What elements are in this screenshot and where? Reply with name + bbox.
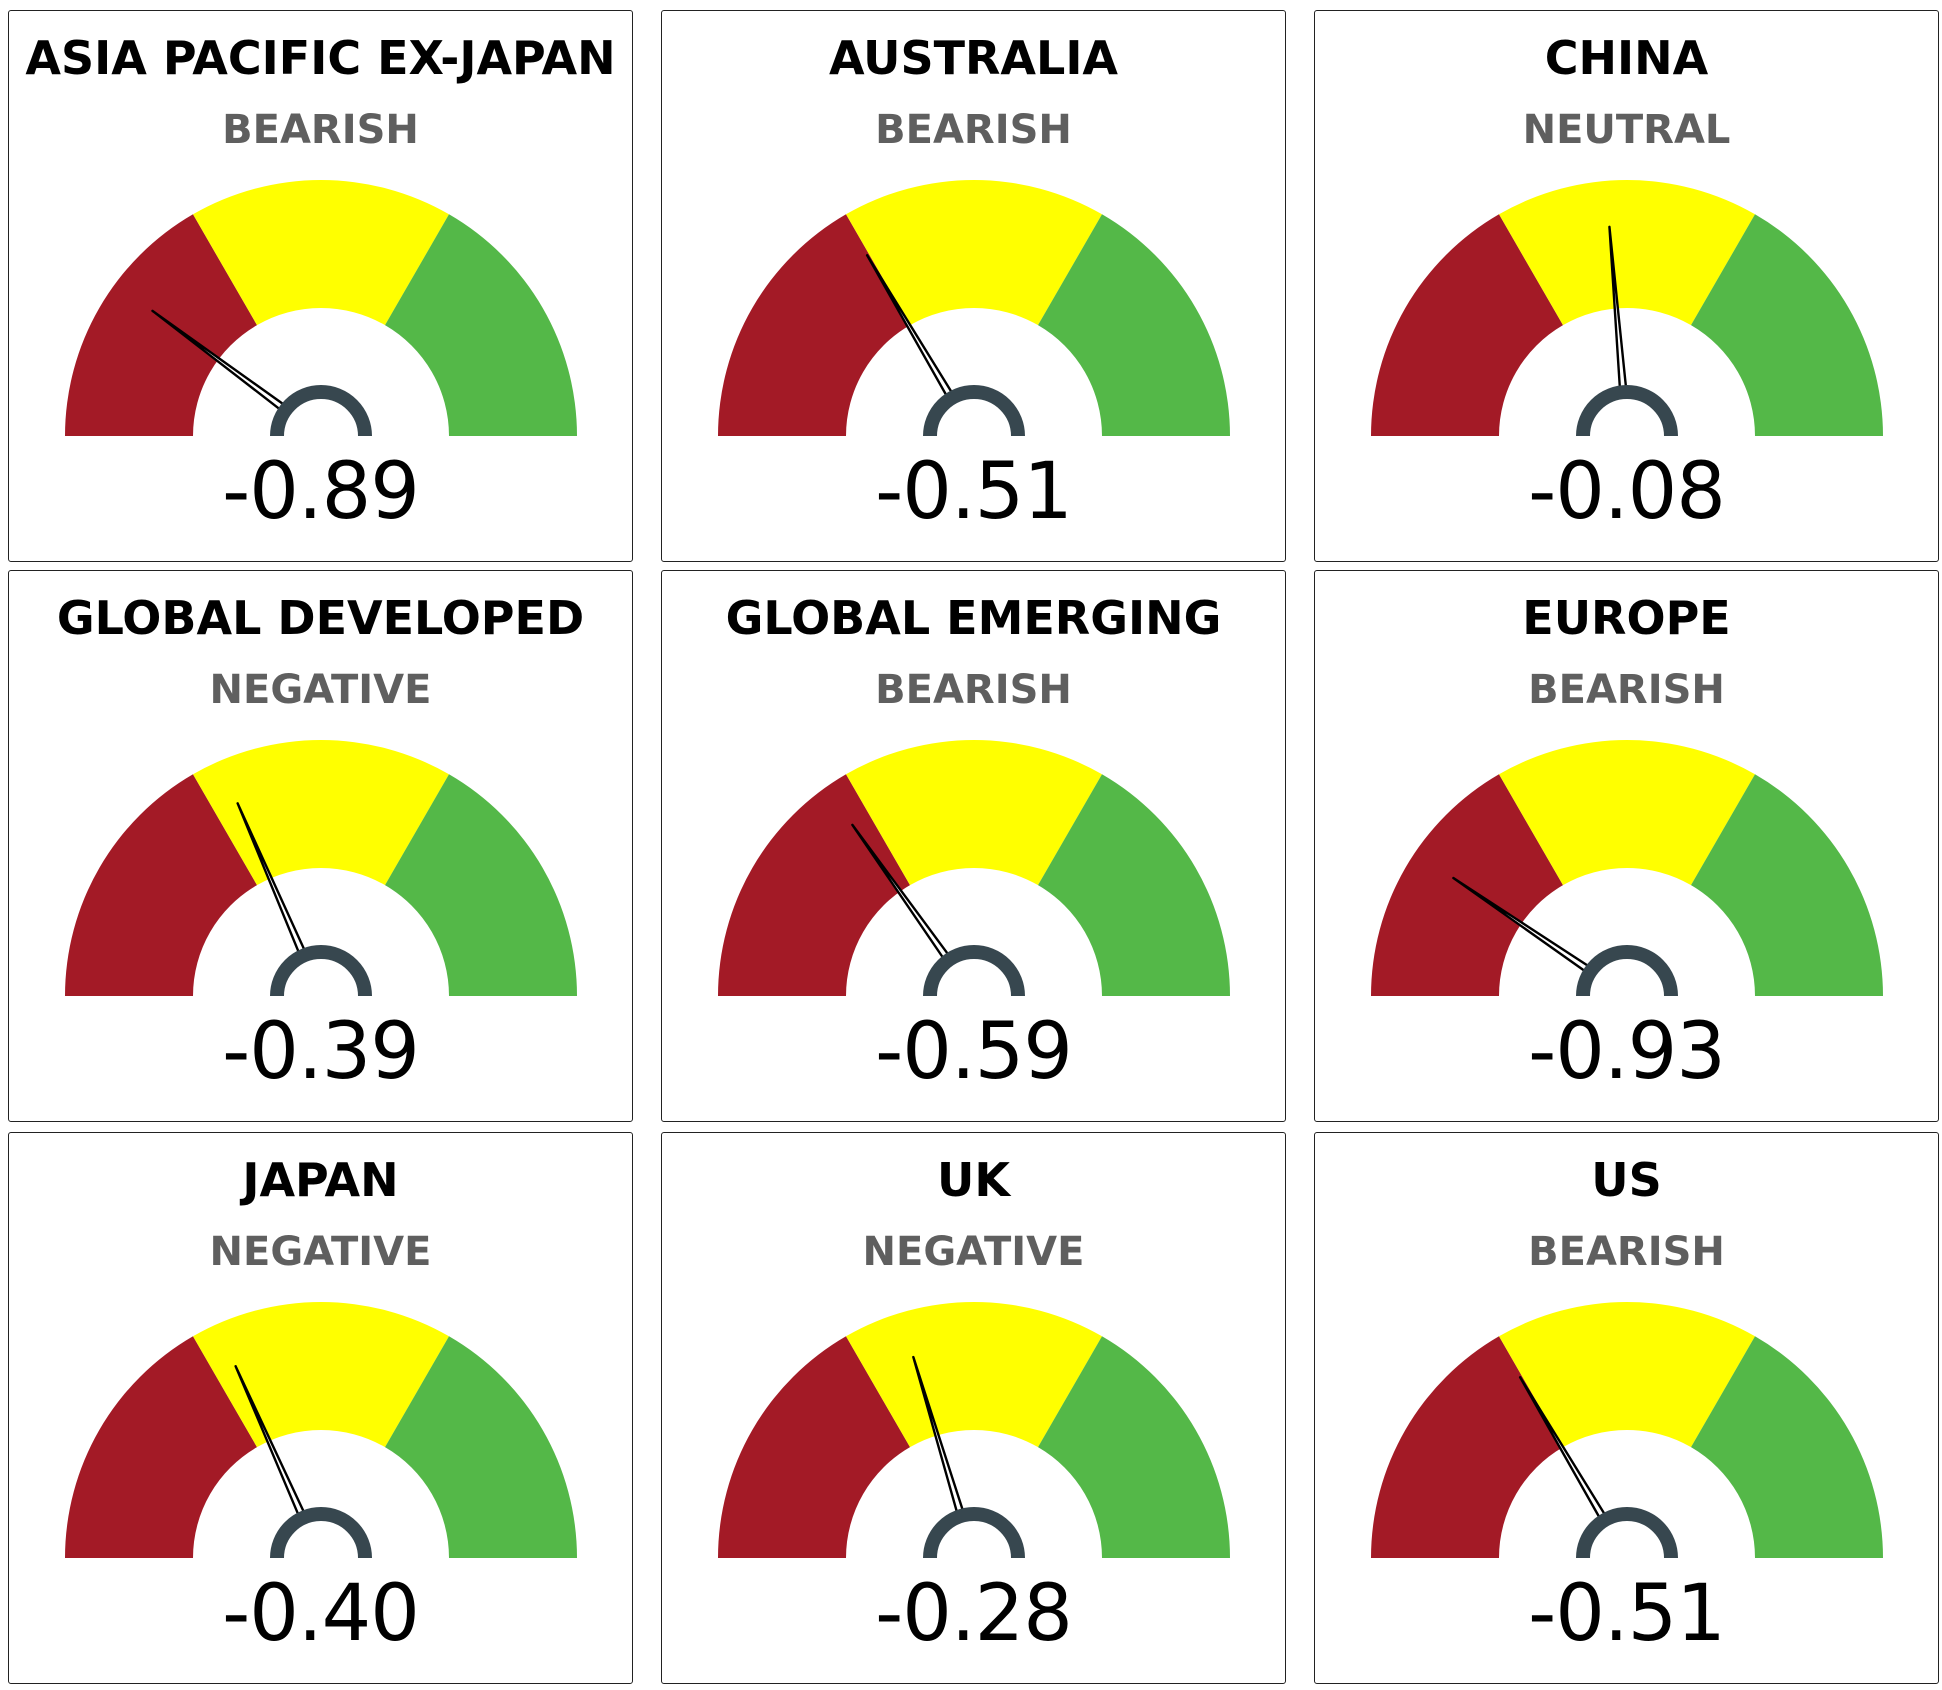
gauge-panel-uk: UK NEGATIVE -0.28: [661, 1132, 1286, 1684]
gauge-band-neutral: [1499, 179, 1755, 326]
gauge-panel-europe: EUROPE BEARISH -0.93: [1314, 570, 1939, 1122]
gauge-band-bearish: [65, 214, 257, 436]
gauge-band-neutral: [846, 1302, 1102, 1448]
gauge-dial: [65, 179, 577, 437]
gauge-panel-asia-pacific-ex-japan: ASIA PACIFIC EX-JAPAN BEARISH -0.89: [8, 10, 633, 562]
gauge-band-bearish: [65, 1336, 257, 1558]
gauge-band-bullish: [385, 214, 577, 436]
gauge-panel-china: CHINA NEUTRAL -0.08: [1314, 10, 1939, 562]
gauge-dial: [1371, 179, 1883, 437]
region-title: EUROPE: [1522, 591, 1731, 645]
gauge-band-bullish: [1038, 1336, 1230, 1558]
gauge-panel-global-developed: GLOBAL DEVELOPED NEGATIVE -0.39: [8, 570, 633, 1122]
region-title: JAPAN: [242, 1153, 399, 1207]
gauge-dial: [65, 1302, 577, 1559]
gauge-hub: [923, 385, 1025, 437]
gauge-hub: [923, 945, 1025, 997]
gauge-dial: [718, 179, 1230, 437]
gauge-band-bullish: [385, 1336, 577, 1558]
region-title: GLOBAL EMERGING: [725, 591, 1222, 645]
gauge-hub: [1576, 385, 1678, 437]
score-value: -0.93: [1528, 1007, 1726, 1097]
gauge-band-neutral: [1499, 740, 1755, 886]
sentiment-label: BEARISH: [1528, 667, 1725, 713]
gauge-band-bearish: [65, 774, 257, 996]
gauge-band-bearish: [718, 214, 910, 436]
gauge-band-bullish: [1691, 1336, 1883, 1558]
gauge-band-bullish: [1038, 774, 1230, 996]
sentiment-label: BEARISH: [1528, 1229, 1725, 1275]
region-title: UK: [937, 1153, 1010, 1207]
score-value: -0.08: [1528, 447, 1726, 537]
score-value: -0.89: [222, 447, 420, 537]
gauge-dial: [1371, 740, 1883, 997]
gauge-band-neutral: [846, 740, 1102, 886]
region-title: CHINA: [1544, 31, 1709, 85]
gauge-dial: [718, 740, 1230, 997]
gauge-hub: [1576, 945, 1678, 997]
sentiment-label: NEGATIVE: [209, 667, 432, 713]
gauge-hub: [270, 945, 372, 997]
gauge-panel-global-emerging: GLOBAL EMERGING BEARISH -0.59: [661, 570, 1286, 1122]
score-value: -0.51: [1528, 1569, 1726, 1659]
gauge-panel-australia: AUSTRALIA BEARISH -0.51: [661, 10, 1286, 562]
gauge-dial: [718, 1302, 1230, 1559]
gauge-band-neutral: [193, 179, 449, 326]
region-title: AUSTRALIA: [828, 31, 1119, 85]
gauge-band-bearish: [1371, 1336, 1563, 1558]
gauge-hub: [923, 1507, 1025, 1559]
gauge-dial: [1371, 1302, 1883, 1559]
gauge-band-bullish: [1038, 214, 1230, 436]
gauge-hub: [1576, 1507, 1678, 1559]
gauge-band-bearish: [1371, 774, 1563, 996]
gauge-band-neutral: [846, 179, 1102, 326]
gauge-panel-us: US BEARISH -0.51: [1314, 1132, 1939, 1684]
gauge-dial: [65, 740, 577, 997]
sentiment-label: BEARISH: [875, 667, 1072, 713]
region-title: US: [1591, 1153, 1662, 1207]
gauge-hub: [270, 385, 372, 437]
gauge-band-bearish: [1371, 214, 1563, 436]
score-value: -0.28: [875, 1569, 1073, 1659]
gauge-band-bearish: [718, 774, 910, 996]
gauge-band-bearish: [718, 1336, 910, 1558]
gauge-band-neutral: [1499, 1302, 1755, 1448]
region-title: ASIA PACIFIC EX-JAPAN: [25, 31, 616, 85]
score-value: -0.51: [875, 447, 1073, 537]
sentiment-label: NEGATIVE: [862, 1229, 1085, 1275]
gauge-band-bullish: [1691, 774, 1883, 996]
sentiment-label: BEARISH: [222, 107, 419, 153]
region-title: GLOBAL DEVELOPED: [56, 591, 585, 645]
gauge-panel-japan: JAPAN NEGATIVE -0.40: [8, 1132, 633, 1684]
sentiment-label: NEUTRAL: [1522, 107, 1731, 153]
gauge-hub: [270, 1507, 372, 1559]
score-value: -0.59: [875, 1007, 1073, 1097]
sentiment-label: BEARISH: [875, 107, 1072, 153]
sentiment-label: NEGATIVE: [209, 1229, 432, 1275]
gauge-band-bullish: [385, 774, 577, 996]
gauge-band-bullish: [1691, 214, 1883, 436]
score-value: -0.39: [222, 1007, 420, 1097]
score-value: -0.40: [222, 1569, 420, 1659]
